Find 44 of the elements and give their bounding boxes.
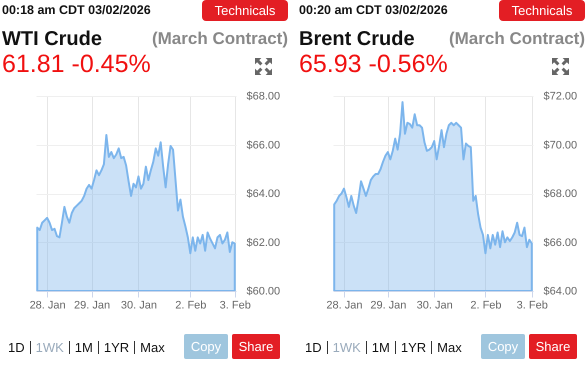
x-tick-label: 28. Jan [30,300,66,312]
text: 1M [70,340,99,355]
copy-button: Copy [184,334,228,359]
text: Max [436,340,463,355]
y-tick-label: $66.00 [544,236,578,249]
share-button: Share [529,334,577,359]
chart-title: WTI Crude [2,28,102,51]
text: Max [139,340,166,355]
x-tick-label: 29. Jan [74,300,110,312]
x-tick-label: 28. Jan [326,300,363,312]
technicals-button: Technicals [499,0,585,21]
x-tick-label: 3. Feb [516,300,548,312]
text: 1YR [98,340,136,355]
chart-subtitle: 65.93 -0.56% [299,50,448,79]
y-tick-label: $64.00 [544,286,578,298]
x-tick-label: 30. Jan [416,300,453,312]
y-tick-label: $72.00 [544,90,578,102]
chart-subtitle: 61.81 -0.45% [2,50,151,79]
x-tick-label: 2. Feb [175,300,206,312]
technicals-button: Technicals [202,0,288,21]
text: 1D [8,340,31,355]
text: 1WK [328,340,367,355]
share-button: Share [232,334,280,359]
text: 1D [305,340,328,355]
y-tick-label: $68.00 [544,188,578,200]
y-tick-label: $68.00 [246,90,280,102]
copy-button: Copy [481,334,525,359]
chart-title: Brent Crude [299,28,415,51]
x-tick-label: 2. Feb [470,300,502,312]
text: (March Contract) [152,29,288,49]
text: 1YR [396,340,432,355]
y-tick-label: $60.00 [246,286,280,298]
x-tick-label: 3. Feb [220,300,251,312]
text: 1WK [30,340,70,355]
y-tick-label: $62.00 [246,236,280,249]
x-tick-label: 29. Jan [370,300,406,312]
text: 00:18 am CDT 03/02/2026 [2,3,151,17]
y-tick-label: $70.00 [544,139,578,152]
text: 1M [366,340,396,355]
x-tick-label: 30. Jan [120,300,158,312]
y-tick-label: $66.00 [246,139,280,152]
y-tick-label: $64.00 [246,188,280,200]
text: (March Contract) [448,29,585,49]
text: 00:20 am CDT 03/02/2026 [299,3,448,17]
